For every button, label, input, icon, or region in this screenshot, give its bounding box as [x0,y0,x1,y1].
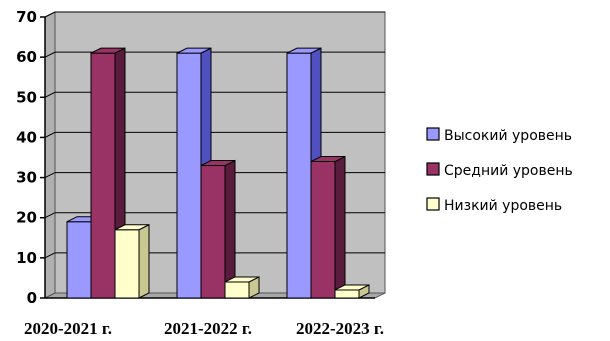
bar [90,47,126,299]
legend-swatch [426,127,440,141]
bar-front [286,52,312,299]
legend-swatch [426,162,440,176]
y-tick-label: 20 [16,209,37,227]
bar [310,155,346,299]
x-category-label: 2021-2022 г. [164,319,252,338]
gridline [44,91,385,98]
bar-top [114,224,150,231]
bar-side [138,223,150,299]
bar-front [176,52,202,299]
bar-front [310,161,336,299]
bar-top [334,284,370,291]
bar-front [224,281,250,299]
bars [66,47,370,299]
legend-swatch [426,197,440,211]
bar-top [176,47,212,54]
bar-front [334,289,360,299]
bar-top [310,156,346,163]
y-tick-label: 30 [16,169,37,187]
bar-side [334,155,346,299]
gridline [44,172,385,179]
legend: Высокий уровень Средний уровень Низкий уро… [426,127,573,214]
legend-label: Низкий уровень [444,198,562,214]
bar [224,276,260,299]
legend-item: Высокий уровень [426,127,572,144]
bar [200,159,236,299]
y-axis-ticks: 0 10 20 30 40 50 60 70 [16,8,45,307]
gridline [44,11,385,18]
y-tick-label: 70 [16,8,37,26]
bar-top [286,47,322,54]
bar-top [200,160,236,167]
bar-front [200,165,226,299]
bar [334,284,370,299]
y-tick-label: 50 [16,88,37,106]
bar [114,223,150,299]
gridlines [44,11,385,259]
bar-top [224,276,260,283]
x-axis-category-labels: 2020-2021 г. 2021-2022 г. 2022-2023 г. [24,319,384,338]
legend-label: Средний уровень [444,163,573,179]
x-category-label: 2020-2021 г. [24,319,112,338]
y-tick-label: 40 [16,128,37,146]
y-tick-label: 10 [16,249,37,267]
legend-item: Средний уровень [426,162,573,179]
gridline [44,252,385,259]
bar-front [90,52,116,299]
y-tick-label: 60 [16,48,37,66]
legend-label: Высокий уровень [444,128,572,144]
legend-item: Низкий уровень [426,197,562,214]
bar-front [114,229,140,299]
x-category-label: 2022-2023 г. [296,319,384,338]
gridline [44,131,385,138]
bar-front [66,221,92,299]
y-tick-label: 0 [27,289,37,307]
bar-top [90,47,126,54]
gridline [44,51,385,58]
gridline [44,212,385,219]
